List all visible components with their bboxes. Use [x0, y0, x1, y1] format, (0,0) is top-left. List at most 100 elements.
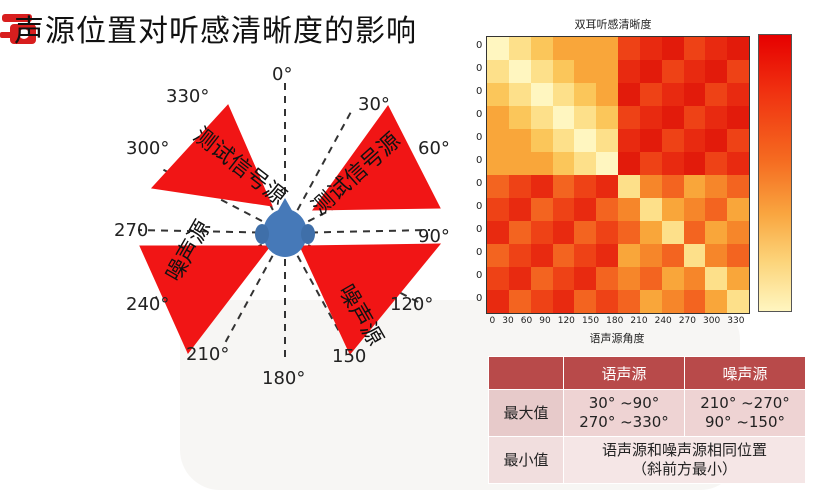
heatmap-cell: [618, 129, 640, 152]
heatmap-cell: [727, 129, 749, 152]
heatmap-grid: [486, 36, 750, 314]
heatmap-xtick: 120: [557, 316, 575, 326]
heatmap-cell: [618, 267, 640, 290]
heatmap-cell: [705, 37, 728, 60]
heatmap-cell: [552, 221, 575, 244]
axis-line-210: [224, 232, 286, 344]
angle-label-240: 240°: [126, 294, 170, 315]
heatmap-xtick: 240: [654, 316, 672, 326]
table-header-speech: 语声源: [563, 356, 685, 390]
heatmap-title: 双耳听感清晰度: [574, 18, 652, 31]
heatmap-xtick: 330: [727, 316, 745, 326]
table-header-row: 语声源 噪声源: [488, 356, 806, 390]
heatmap-xticks: 0 30 60 90 120 150 180 210 240 270 300 330: [486, 316, 748, 326]
heatmap-cell: [683, 152, 706, 175]
heatmap-xtick: 60: [520, 316, 533, 326]
heatmap-cell: [552, 60, 575, 83]
heatmap-cell: [508, 198, 531, 221]
heatmap-cell: [705, 83, 728, 106]
heatmap-cell: [661, 290, 684, 313]
heatmap-cell: [705, 198, 728, 221]
heatmap-cell: [596, 221, 618, 244]
axis-line-90: [284, 229, 431, 234]
heatmap-cell: [727, 221, 749, 244]
heatmap-cell: [508, 290, 531, 313]
heatmap-cell: [705, 152, 728, 175]
heatmap-cell: [530, 37, 553, 60]
heatmap-cell: [530, 221, 553, 244]
table-cell-line: 30° ~90°: [588, 394, 660, 412]
heatmap-cell: [596, 175, 618, 198]
heatmap-ytick: 0: [476, 247, 483, 258]
heatmap-cell: [552, 129, 575, 152]
heatmap-cell: [661, 37, 684, 60]
heatmap-cell: [661, 60, 684, 83]
heatmap-cell: [618, 106, 640, 129]
heatmap-cell: [574, 267, 597, 290]
angle-label-0: 0°: [272, 64, 293, 85]
heatmap-cell: [487, 129, 509, 152]
heatmap-cell: [639, 37, 662, 60]
heatmap-cell: [530, 129, 553, 152]
heatmap-cell: [639, 175, 662, 198]
heatmap-cell: [661, 83, 684, 106]
heatmap-ytick: 0: [476, 224, 483, 235]
heatmap-cell: [683, 60, 706, 83]
heatmap-cell: [727, 152, 749, 175]
heatmap-cell: [574, 129, 597, 152]
table-row-min: 最小值 语声源和噪声源相同位置 （斜前方最小）: [488, 436, 806, 484]
listener-head-icon: [255, 198, 315, 257]
heatmap-cell: [574, 152, 597, 175]
heatmap-cell: [661, 244, 684, 267]
angle-label-270: 270: [114, 220, 149, 241]
heatmap-cell: [618, 60, 640, 83]
heatmap-cell: [574, 175, 597, 198]
heatmap-cell: [574, 244, 597, 267]
heatmap-cell: [574, 83, 597, 106]
heatmap-cell: [508, 152, 531, 175]
heatmap-cell: [596, 198, 618, 221]
heatmap-cell: [508, 244, 531, 267]
comparison-table: 语声源 噪声源 最大值 30° ~90° 270° ~330° 210° ~27…: [488, 356, 806, 484]
heatmap-cell: [596, 129, 618, 152]
heatmap-cell: [530, 83, 553, 106]
heatmap-cell: [596, 83, 618, 106]
heatmap-cell: [639, 290, 662, 313]
heatmap-colorbar: [758, 34, 792, 312]
heatmap-cell: [639, 83, 662, 106]
slide-title: 声源位置对听感清晰度的影响: [14, 14, 417, 49]
heatmap-cell: [727, 267, 749, 290]
heatmap-cell: [530, 290, 553, 313]
heatmap-cell: [683, 106, 706, 129]
table-cell-line: 270° ~330°: [579, 413, 669, 431]
heatmap-cell: [618, 221, 640, 244]
heatmap-cell: [530, 175, 553, 198]
heatmap-cell: [487, 83, 509, 106]
table-row-max: 最大值 30° ~90° 270° ~330° 210° ~270° 90° ~…: [488, 389, 806, 437]
heatmap-cell: [705, 129, 728, 152]
heatmap-cell: [661, 106, 684, 129]
heatmap-cell: [574, 106, 597, 129]
heatmap-cell: [596, 60, 618, 83]
heatmap-cell: [487, 290, 509, 313]
axis-line-30: [284, 109, 353, 234]
heatmap-cell: [487, 175, 509, 198]
heatmap-cell: [683, 37, 706, 60]
heatmap-cell: [639, 60, 662, 83]
angle-label-90: 90°: [418, 226, 450, 247]
angle-label-330: 330°: [166, 86, 210, 107]
angle-label-150: 150: [332, 346, 367, 367]
heatmap-cell: [727, 175, 749, 198]
heatmap-cell: [552, 83, 575, 106]
heatmap-cell: [705, 175, 728, 198]
heatmap-panel: 双耳听感清晰度 0 0 0 0 0 0 0 0 0 0 0 0 0 30 60 90 120 150 180 210…: [468, 14, 758, 345]
heatmap-cell: [552, 290, 575, 313]
heatmap-cell: [639, 244, 662, 267]
heatmap-cell: [530, 244, 553, 267]
heatmap-cell: [727, 106, 749, 129]
heatmap-cell: [705, 221, 728, 244]
heatmap-cell: [596, 290, 618, 313]
heatmap-cell: [508, 60, 531, 83]
heatmap-cell: [618, 244, 640, 267]
heatmap-cell: [705, 244, 728, 267]
